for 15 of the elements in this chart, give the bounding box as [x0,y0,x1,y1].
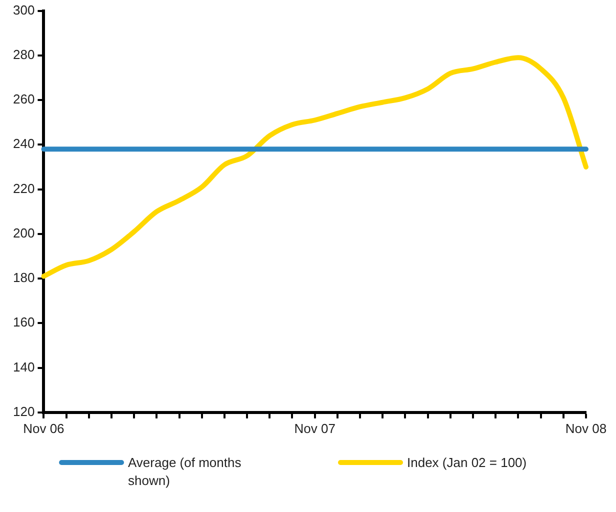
y-tick-label: 140 [12,359,35,374]
y-tick-label: 180 [12,270,35,286]
y-tick-label: 220 [12,180,35,196]
y-tick-label: 200 [12,225,35,240]
y-tick-label: 240 [12,136,35,152]
y-tick-label: 280 [12,47,35,62]
legend-label: Average (of months shown) [128,454,242,490]
x-tick-label: Nov 08 [565,420,607,436]
y-tick-label: 120 [12,404,35,419]
legend-label: Index (Jan 02 = 100) [407,454,528,472]
x-tick-label: Nov 07 [294,420,336,436]
y-tick-label: 160 [12,314,35,330]
y-tick-label: 300 [12,2,35,18]
y-tick-label: 260 [12,92,35,107]
x-tick-label: Nov 06 [23,420,64,436]
